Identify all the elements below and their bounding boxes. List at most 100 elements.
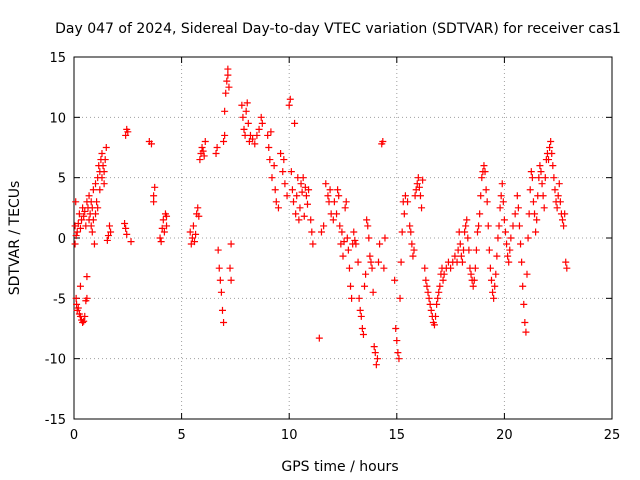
data-point — [271, 186, 279, 194]
data-point — [532, 228, 540, 236]
data-point — [461, 228, 469, 236]
data-point — [546, 144, 554, 151]
data-point — [286, 95, 294, 103]
data-point — [221, 107, 229, 115]
data-point — [538, 180, 546, 188]
data-point — [491, 282, 499, 290]
data-point — [423, 282, 431, 290]
data-point — [511, 210, 519, 218]
data-point — [526, 186, 534, 194]
data-point — [370, 343, 378, 351]
data-point — [98, 174, 106, 182]
data-point — [463, 216, 471, 224]
data-point — [456, 240, 464, 248]
data-point — [413, 180, 421, 188]
data-point — [426, 300, 434, 308]
data-point — [73, 300, 81, 308]
data-point — [471, 264, 479, 272]
data-point — [522, 328, 530, 336]
data-point — [363, 216, 371, 224]
data-point — [352, 240, 360, 248]
data-point — [288, 186, 296, 194]
data-point — [433, 300, 441, 308]
data-point — [335, 192, 343, 200]
data-point — [156, 234, 164, 242]
data-point — [486, 264, 494, 272]
data-point — [396, 294, 404, 302]
data-point — [224, 71, 232, 79]
data-point — [217, 288, 225, 296]
data-point — [531, 210, 539, 218]
data-point — [163, 212, 171, 220]
data-point — [439, 276, 447, 284]
data-point — [536, 162, 544, 170]
data-point — [354, 258, 362, 266]
data-point — [192, 230, 200, 238]
data-point — [462, 222, 470, 230]
data-point — [514, 204, 522, 212]
data-point — [268, 174, 276, 182]
axes — [73, 56, 613, 420]
data-point — [407, 228, 415, 236]
data-point — [504, 252, 512, 260]
data-point — [157, 238, 165, 246]
data-point — [524, 234, 532, 242]
data-point — [435, 288, 443, 296]
data-point — [83, 294, 91, 302]
data-point — [375, 258, 383, 266]
data-point — [393, 337, 401, 345]
data-point — [505, 258, 513, 266]
data-point — [81, 312, 89, 320]
data-point — [239, 113, 247, 121]
data-point — [200, 152, 208, 160]
data-point — [267, 128, 275, 136]
data-point — [356, 306, 364, 314]
data-point — [501, 228, 509, 236]
data-point — [345, 264, 353, 272]
data-point — [272, 198, 280, 206]
data-point — [218, 306, 226, 314]
data-point — [500, 216, 508, 224]
data-point — [280, 156, 288, 164]
data-point — [379, 137, 387, 145]
data-point — [121, 220, 129, 228]
data-point — [528, 174, 536, 182]
data-point — [246, 131, 254, 139]
data-point — [293, 192, 301, 200]
data-point — [212, 150, 220, 158]
data-point — [122, 131, 130, 139]
data-point — [220, 137, 228, 145]
data-point — [75, 210, 83, 218]
data-point — [493, 252, 501, 260]
data-point — [368, 264, 376, 272]
data-point — [419, 176, 427, 184]
y-tick-label: 0 — [58, 232, 66, 247]
data-point — [279, 168, 287, 176]
data-point — [336, 222, 344, 230]
data-point — [391, 276, 399, 284]
data-point — [124, 128, 132, 136]
data-point — [216, 276, 224, 284]
data-point — [342, 198, 350, 206]
data-point — [258, 119, 266, 127]
data-point — [189, 222, 197, 230]
data-point — [358, 325, 366, 332]
data-point — [198, 144, 206, 151]
data-point — [151, 183, 159, 191]
data-point — [249, 135, 257, 143]
data-point — [340, 238, 348, 246]
data-point — [492, 270, 500, 278]
data-point — [470, 276, 478, 284]
data-point — [302, 192, 310, 200]
data-point — [416, 192, 424, 200]
data-point — [549, 162, 557, 170]
data-point — [78, 216, 86, 224]
data-point — [147, 140, 155, 148]
data-point — [551, 186, 559, 194]
data-point — [295, 216, 303, 224]
data-point — [242, 107, 250, 115]
data-point — [487, 276, 495, 284]
data-point — [482, 186, 490, 194]
data-point — [347, 282, 355, 290]
